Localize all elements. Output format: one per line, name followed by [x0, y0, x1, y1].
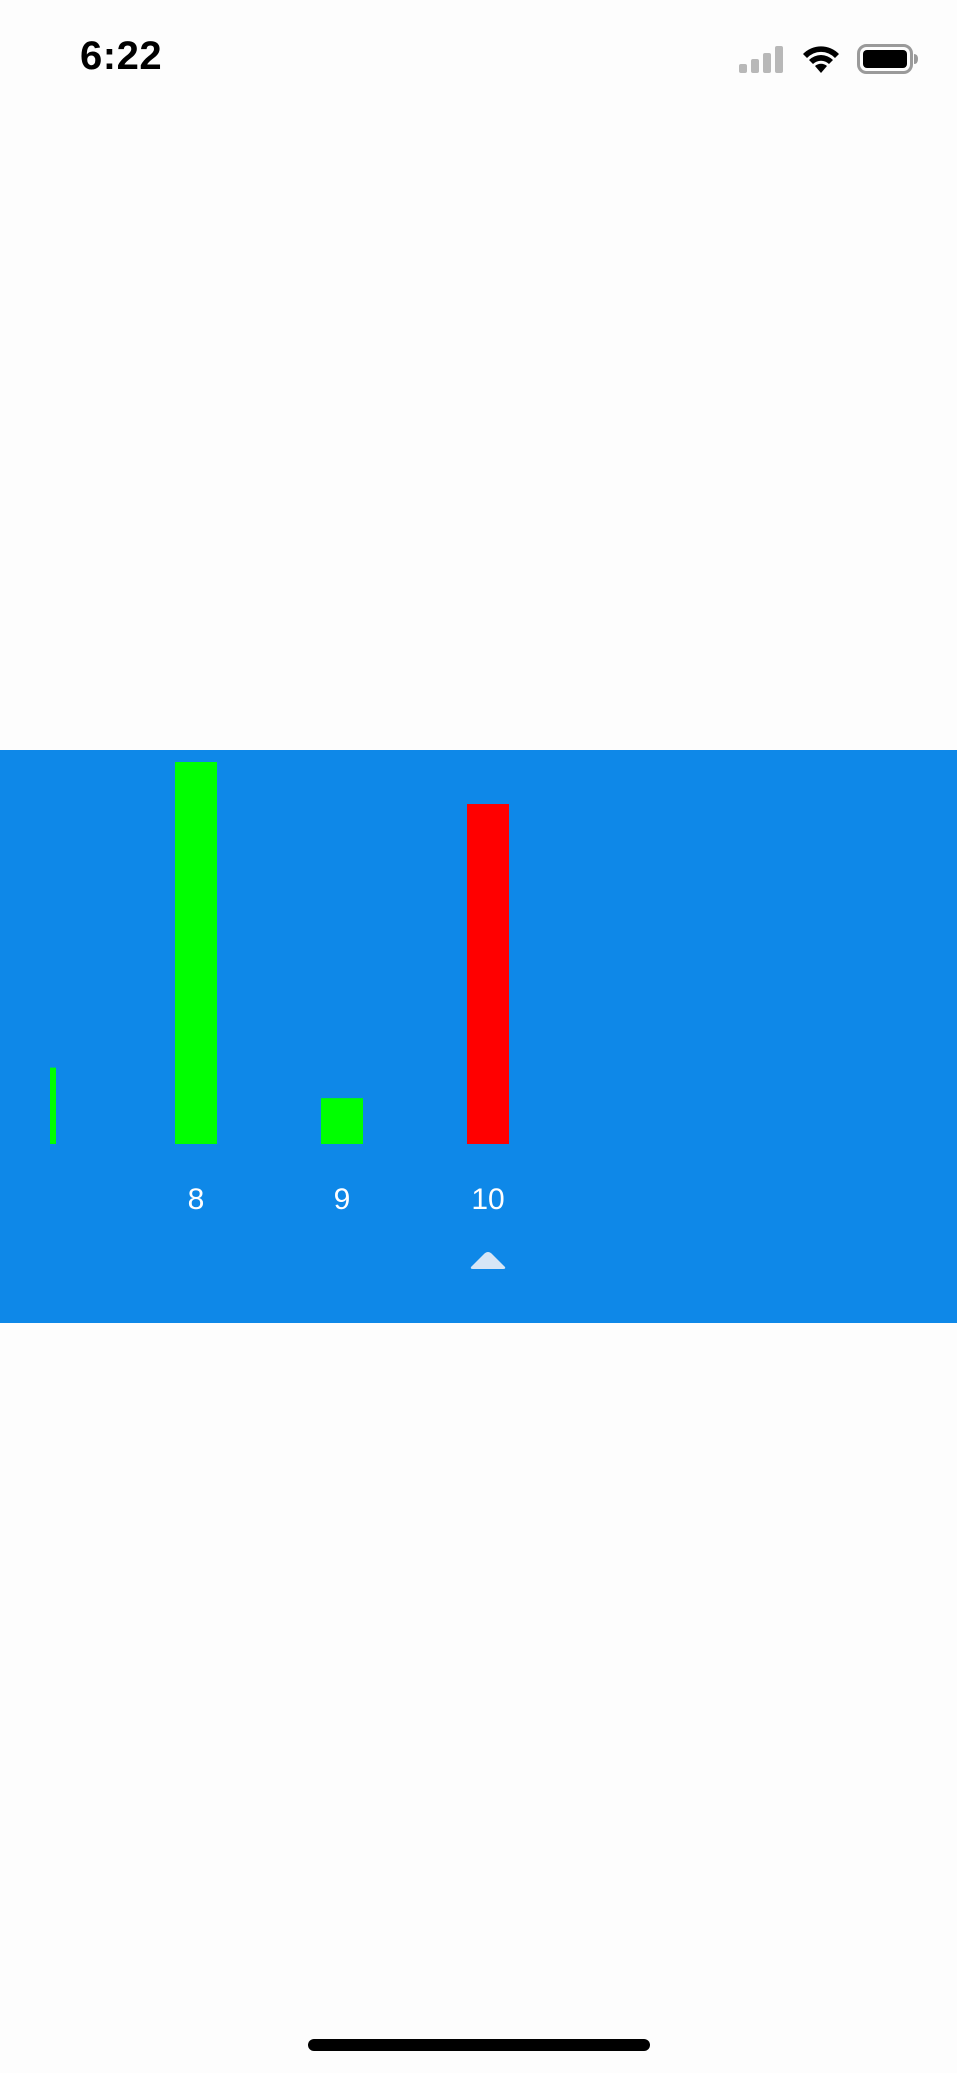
status-icons [739, 42, 919, 76]
caret-up-icon [470, 1252, 506, 1269]
bar-chart-panel: 8 9 10 [0, 750, 957, 1323]
chart-tick-label: 8 [188, 1183, 205, 1216]
chart-tick-label: 10 [471, 1183, 504, 1216]
wifi-icon [803, 46, 839, 73]
status-time: 6:22 [80, 34, 163, 78]
home-indicator[interactable] [308, 2039, 650, 2051]
chart-bar-8[interactable] [175, 762, 217, 1144]
chart-bar-partial[interactable] [50, 1067, 56, 1144]
cellular-signal-icon [739, 46, 783, 73]
chart-bar-10[interactable] [467, 804, 509, 1144]
bar-chart: 8 9 10 [50, 762, 509, 1269]
status-bar: 6:22 [0, 0, 957, 120]
chart-bar-9[interactable] [321, 1098, 363, 1144]
chart-tick-label: 9 [334, 1183, 351, 1216]
battery-icon [857, 44, 918, 74]
